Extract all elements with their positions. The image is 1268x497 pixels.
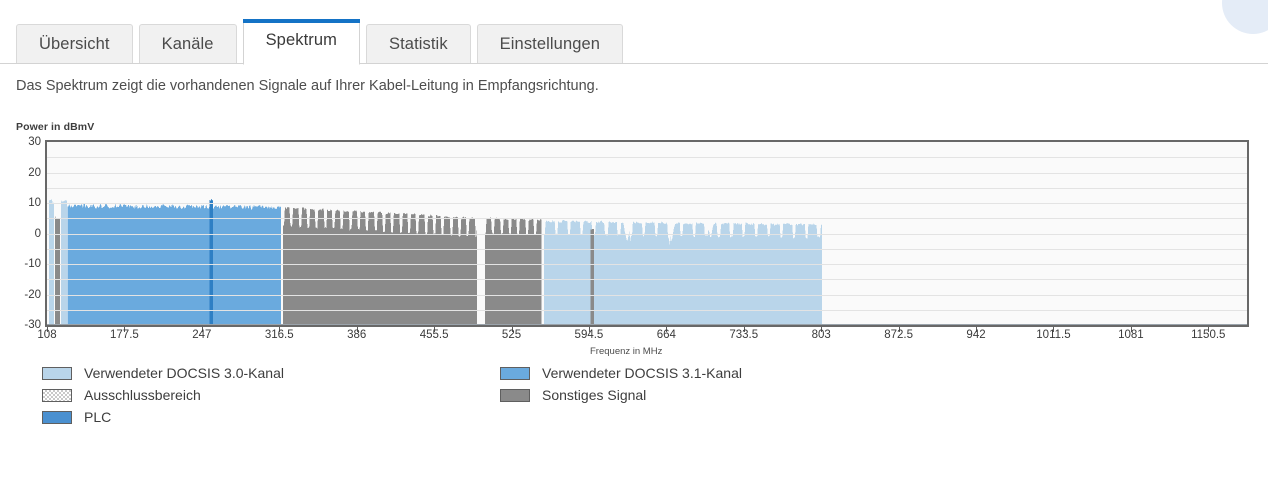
legend-item-plc: PLC <box>42 406 284 428</box>
tab-bar: Übersicht Kanäle Spektrum Statistik Einstell… <box>0 18 1268 65</box>
x-tick-label: 664 <box>656 329 676 341</box>
y-tick-label: -10 <box>24 258 41 270</box>
x-tick-label: 108 <box>37 329 57 341</box>
x-axis-title: Frequenz in MHz <box>590 346 663 357</box>
spectrum-trace <box>47 198 1247 325</box>
tab-label: Statistik <box>389 35 448 53</box>
x-tick-mark <box>434 327 436 332</box>
tab-label: Kanäle <box>161 35 214 53</box>
y-axis-title: Power in dBmV <box>16 121 95 133</box>
x-tick-label: 247 <box>192 329 212 341</box>
x-tick-label: 1081 <box>1118 329 1144 341</box>
y-tick-label: 20 <box>28 166 41 179</box>
x-tick-label: 316.5 <box>264 329 294 341</box>
x-tick-mark <box>201 327 203 332</box>
x-tick-label: 594.5 <box>574 329 604 341</box>
x-tick-label: 872.5 <box>884 329 913 341</box>
y-tick-label: -20 <box>24 288 41 301</box>
x-tick-mark <box>279 327 281 332</box>
tab-strip: Übersicht Kanäle Spektrum Statistik Einstell… <box>16 18 629 65</box>
x-tick-mark <box>356 327 358 332</box>
x-tick-label: 803 <box>811 329 831 341</box>
x-tick-mark <box>47 327 48 332</box>
y-axis-tick-labels: 30 20 10 0 -10 -20 -30 <box>0 136 41 331</box>
legend-label: Sonstiges Signal <box>542 387 647 403</box>
x-tick-label: 525 <box>501 329 522 341</box>
legend-label: Verwendeter DOCSIS 3.0-Kanal <box>84 365 284 381</box>
tab-einstellungen[interactable]: Einstellungen <box>476 24 624 64</box>
x-tick-label: 942 <box>966 329 986 341</box>
legend-swatch-docsis30-icon <box>42 366 72 380</box>
x-tick-mark <box>1208 327 1210 332</box>
tab-statistik[interactable]: Statistik <box>366 24 471 64</box>
x-tick-label: 1011.5 <box>1036 329 1071 341</box>
legend-label: Ausschlussbereich <box>84 387 201 403</box>
x-tick-mark <box>898 327 900 332</box>
x-tick-label: 386 <box>347 329 367 341</box>
x-tick-mark <box>976 327 978 332</box>
x-tick-label: 177.5 <box>110 329 139 341</box>
x-tick-mark <box>124 327 126 332</box>
tab-label: Spektrum <box>265 31 337 49</box>
x-axis-ticks <box>45 327 1249 333</box>
legend-item-docsis30: Verwendeter DOCSIS 3.0-Kanal <box>42 362 284 384</box>
y-tick-label: 0 <box>34 227 41 240</box>
tab--bersicht[interactable]: Übersicht <box>16 24 133 64</box>
x-tick-label: 1150.5 <box>1191 329 1226 341</box>
tab-bar-divider <box>0 63 1268 64</box>
tab-label: Übersicht <box>39 35 110 53</box>
x-tick-label: 733.5 <box>729 329 759 341</box>
x-tick-mark <box>743 327 745 332</box>
spectrum-chart: Power in dBmV 30 20 10 0 -10 -20 -30 108 177.5 2… <box>0 118 1268 368</box>
legend-swatch-exclusion-icon <box>42 388 72 402</box>
y-tick-label: -30 <box>24 319 41 331</box>
x-tick-mark <box>511 327 513 332</box>
legend-swatch-other-icon <box>500 388 530 402</box>
legend-column-left: Verwendeter DOCSIS 3.0-Kanal Ausschlussbe… <box>42 362 284 428</box>
legend-label: Verwendeter DOCSIS 3.1-Kanal <box>542 365 742 381</box>
x-tick-label: 455.5 <box>419 329 449 341</box>
legend-swatch-plc-icon <box>42 410 72 424</box>
x-tick-mark <box>588 327 590 332</box>
tab-spektrum[interactable]: Spektrum <box>242 19 361 65</box>
legend-item-exclusion: Ausschlussbereich <box>42 384 284 406</box>
legend-item-other: Sonstiges Signal <box>500 384 742 406</box>
y-tick-label: 30 <box>28 136 41 148</box>
x-tick-mark <box>1130 327 1132 332</box>
tab-label: Einstellungen <box>499 35 601 53</box>
x-axis-tick-labels: 108 177.5 247 316.5 386 455.5 525 594.5 664 733.5… <box>37 329 1249 349</box>
legend-label: PLC <box>84 409 112 425</box>
page-description: Das Spektrum zeigt die vorhandenen Signa… <box>16 78 599 94</box>
plot-canvas <box>45 140 1249 327</box>
y-tick-label: 10 <box>28 197 41 209</box>
chart-legend: Verwendeter DOCSIS 3.0-Kanal Ausschlussbe… <box>0 362 1268 432</box>
legend-column-right: Verwendeter DOCSIS 3.1-Kanal Sonstiges Si… <box>500 362 742 406</box>
x-tick-mark <box>821 327 823 332</box>
x-tick-mark <box>666 327 668 332</box>
legend-swatch-docsis31-icon <box>500 366 530 380</box>
tab-kan-le[interactable]: Kanäle <box>138 24 237 64</box>
x-tick-mark <box>1053 327 1055 332</box>
legend-item-docsis31: Verwendeter DOCSIS 3.1-Kanal <box>500 362 742 384</box>
